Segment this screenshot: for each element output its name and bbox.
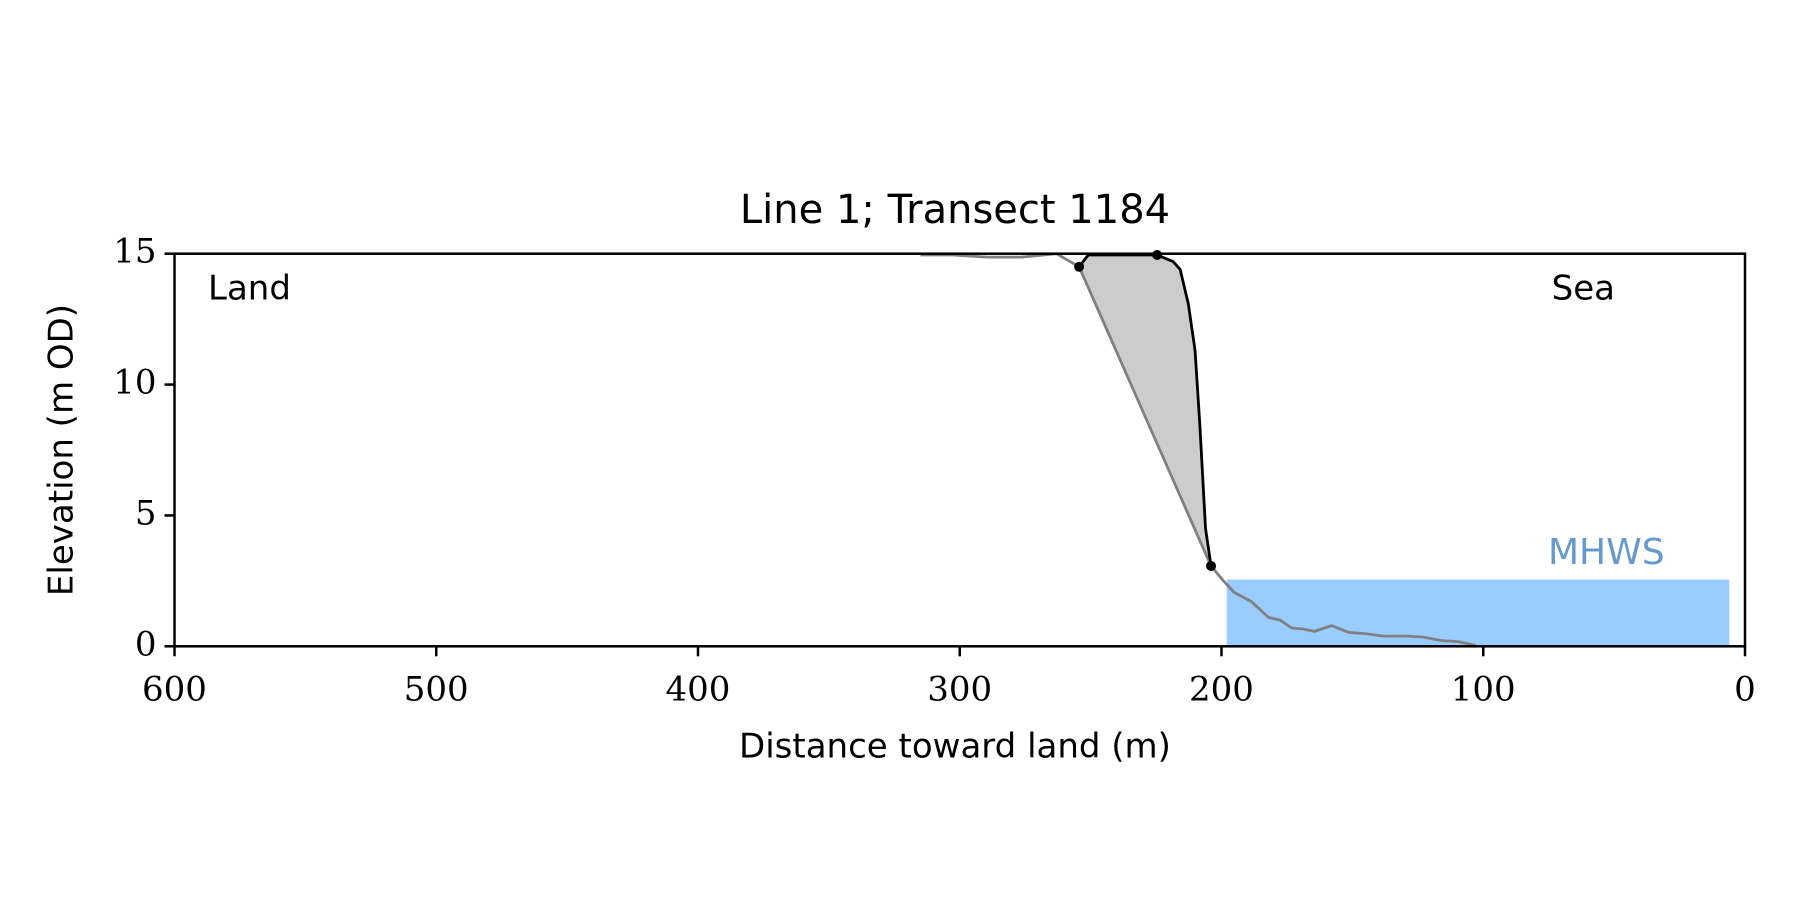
profile-line — [1078, 253, 1213, 567]
annotation: Land — [208, 269, 291, 309]
profile-point — [1152, 250, 1163, 261]
y-tick-label: 10 — [113, 363, 156, 403]
x-tick-label: 400 — [666, 669, 731, 709]
profile-point — [1206, 560, 1217, 571]
y-tick-label: 5 — [135, 493, 157, 533]
x-tick-label: 200 — [1189, 669, 1254, 709]
y-tick-label: 15 — [113, 232, 156, 272]
y-axis-label: Elevation (m OD) — [42, 304, 82, 596]
mhws-band — [1226, 579, 1730, 647]
profile-point — [1074, 261, 1085, 272]
x-tick-label: 0 — [1734, 669, 1756, 709]
chart-title: Line 1; Transect 1184 — [740, 187, 1170, 233]
annotation: Sea — [1552, 269, 1615, 309]
x-axis-label: Distance toward land (m) — [739, 727, 1171, 767]
x-tick-label: 100 — [1451, 669, 1516, 709]
x-tick-label: 300 — [927, 669, 992, 709]
x-tick-label: 500 — [404, 669, 469, 709]
mhws-label: MHWS — [1548, 532, 1665, 573]
y-tick-label: 0 — [135, 624, 157, 664]
x-tick-label: 600 — [142, 669, 207, 709]
